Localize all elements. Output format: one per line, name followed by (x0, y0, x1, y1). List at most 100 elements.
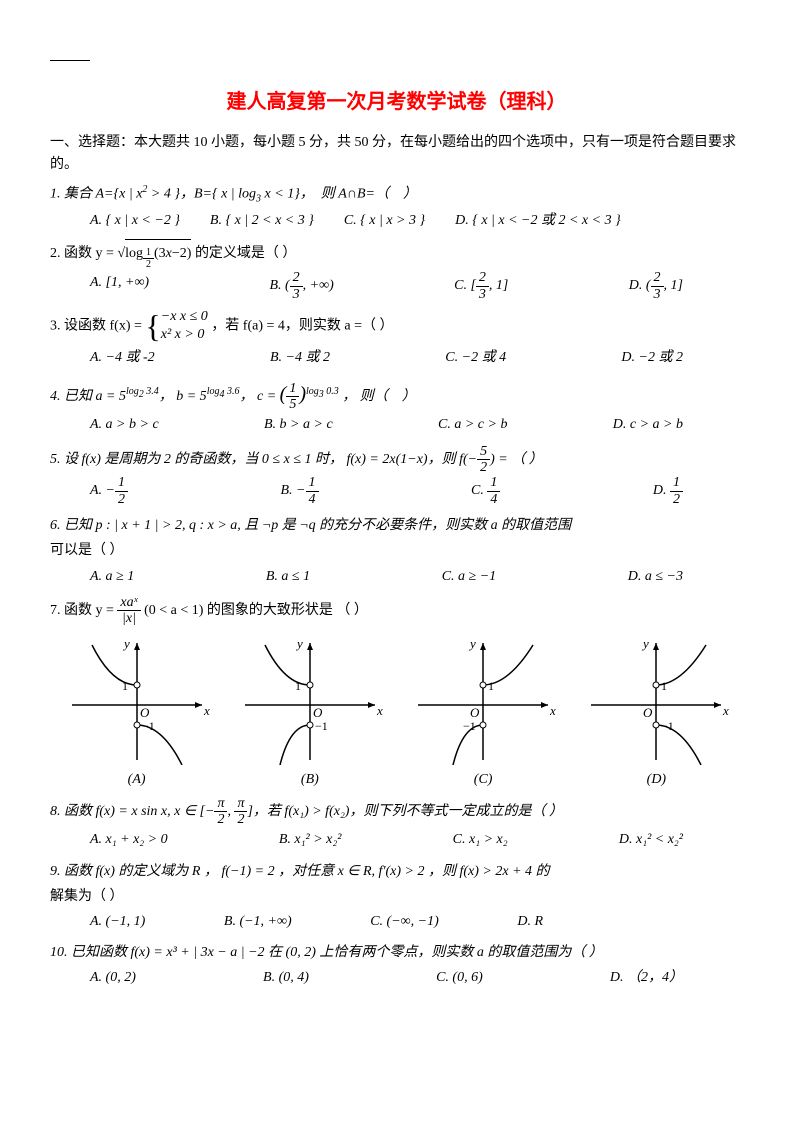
q8-options: A. x₁ + x₂ > 0 B. x₁² > x₂² C. x₁ > x₂ D… (50, 827, 743, 852)
q10-optB: B. (0, 4) (263, 965, 309, 990)
question-1: 1. 集合 A={x | x2 > 4 }，B={ x | log3 x < 1… (50, 181, 743, 234)
svg-text:1: 1 (488, 679, 494, 693)
q8-suffix: ]，若 f(x₁) > f(x₂)，则下列不等式一定成立的是（ ） (247, 804, 562, 819)
q3-options: A. −4 或 -2 B. −4 或 2 C. −2 或 4 D. −2 或 2 (50, 345, 743, 370)
q4-optC: C. a > c > b (438, 412, 507, 437)
question-4: 4. 已知 a = 5log2 3.4， b = 5log4 3.6， c = … (50, 376, 743, 438)
q8-text: 8. 函数 f(x) = x sin x, x ∈ [−π2, π2]，若 f(… (50, 796, 743, 828)
q3-optA: A. −4 或 -2 (90, 345, 155, 370)
q6-optA: A. a ≥ 1 (90, 564, 134, 589)
q4-text: 4. 已知 a = 5log2 3.4， b = 5log4 3.6， c = … (50, 376, 743, 413)
q5-optA: A. −12 (90, 475, 128, 507)
q8-optA: A. x₁ + x₂ > 0 (90, 827, 168, 852)
q5-prefix: 5. 设 f(x) 是周期为 2 的奇函数，当 0 ≤ x ≤ 1 时， f(x… (50, 452, 477, 467)
exam-title: 建人高复第一次月考数学试卷（理科） (50, 85, 743, 114)
q10-options: A. (0, 2) B. (0, 4) C. (0, 6) D. （2，4） (50, 965, 743, 990)
q10-optA: A. (0, 2) (90, 965, 136, 990)
svg-text:−1: −1 (463, 719, 476, 733)
svg-text:x: x (376, 703, 383, 718)
svg-text:1: 1 (661, 679, 667, 693)
q4-optB: B. b > a > c (264, 412, 333, 437)
q10-optD: D. （2，4） (610, 965, 683, 990)
svg-text:O: O (643, 705, 653, 720)
graph-A: x y O 1 −1 (62, 635, 212, 765)
q6-optC: C. a ≥ −1 (442, 564, 496, 589)
svg-text:−1: −1 (315, 719, 328, 733)
question-6: 6. 已知 p : | x + 1 | > 2, q : x > a, 且 ¬p… (50, 513, 743, 589)
q3-case1: −x x ≤ 0 (161, 308, 208, 326)
svg-text:O: O (140, 705, 150, 720)
q1-text: 1. 集合 A={x | x2 > 4 }，B={ x | log3 x < 1… (50, 181, 743, 208)
svg-text:y: y (122, 636, 130, 651)
q4-optA: A. a > b > c (90, 412, 159, 437)
q5-optC: C. 14 (471, 475, 500, 507)
q1-options: A. { x | x < −2 } B. { x | 2 < x < 3 } C… (50, 208, 743, 233)
question-7: 7. 函数 y = xaˣ|x| (0 < a < 1) 的图象的大致形状是 （… (50, 595, 743, 627)
q3-suffix: ，若 f(a) = 4，则实数 a =（ ） (211, 319, 393, 334)
svg-text:1: 1 (295, 679, 301, 693)
svg-text:y: y (641, 636, 649, 651)
svg-text:1: 1 (122, 679, 128, 693)
svg-text:−1: −1 (661, 719, 674, 733)
section-1-header: 一、选择题：本大题共 10 小题，每小题 5 分，共 50 分，在每小题给出的四… (50, 132, 743, 177)
question-5: 5. 设 f(x) 是周期为 2 的奇函数，当 0 ≤ x ≤ 1 时， f(x… (50, 444, 743, 508)
q3-case2: x² x > 0 (161, 326, 208, 344)
question-2: 2. 函数 y = √log12(3x−2) 的定义域是（ ） A. [1, +… (50, 239, 743, 302)
q5-options: A. −12 B. −14 C. 14 D. 12 (50, 475, 743, 507)
q2-prefix: 2. 函数 y = (50, 246, 117, 261)
page-top-rule (50, 60, 90, 61)
svg-text:x: x (203, 703, 210, 718)
q9-text1: 9. 函数 f(x) 的定义域为 R ， f(−1) = 2 ，对任意 x ∈ … (50, 859, 743, 884)
q9-optB: B. (−1, +∞) (224, 909, 292, 934)
q5-text: 5. 设 f(x) 是周期为 2 的奇函数，当 0 ≤ x ≤ 1 时， f(x… (50, 444, 743, 476)
graph-A-container: x y O 1 −1 (A) (62, 635, 212, 788)
q9-optC: C. (−∞, −1) (370, 909, 439, 934)
q2-optD: D. (23, 1] (629, 270, 683, 302)
q2-optB: B. (23, +∞) (269, 270, 333, 302)
q7-suffix: (0 < a < 1) 的图象的大致形状是 （ ） (144, 603, 368, 618)
q6-options: A. a ≥ 1 B. a ≤ 1 C. a ≥ −1 D. a ≤ −3 (50, 564, 743, 589)
q2-text: 2. 函数 y = √log12(3x−2) 的定义域是（ ） (50, 239, 743, 270)
question-3: 3. 设函数 f(x) = {−x x ≤ 0x² x > 0 ，若 f(a) … (50, 308, 743, 370)
q8-optB: B. x₁² > x₂² (279, 827, 342, 852)
svg-text:y: y (295, 636, 303, 651)
q3-optC: C. −2 或 4 (445, 345, 506, 370)
q7-graphs: x y O 1 −1 (A) x y O 1 −1 (B) (50, 635, 743, 788)
q8-prefix: 8. 函数 f(x) = x sin x, x ∈ [− (50, 804, 214, 819)
q1-optC: C. { x | x > 3 } (344, 208, 425, 233)
q9-text2: 解集为（ ） (50, 884, 743, 909)
q3-optB: B. −4 或 2 (270, 345, 330, 370)
graph-C-container: x y O 1 −1 (C) (408, 635, 558, 788)
q5-optD: D. 12 (653, 475, 683, 507)
q1-optD: D. { x | x < −2 或 2 < x < 3 } (455, 208, 621, 233)
q6-optD: D. a ≤ −3 (628, 564, 683, 589)
q7-num: xaˣ (117, 595, 140, 611)
q2-suffix: 的定义域是（ ） (195, 246, 297, 261)
q7-den: |x| (117, 611, 140, 626)
q10-optC: C. (0, 6) (436, 965, 483, 990)
sqrt-content: log12(3x−2) (125, 239, 191, 270)
q3-text: 3. 设函数 f(x) = {−x x ≤ 0x² x > 0 ，若 f(a) … (50, 308, 743, 344)
graph-D: x y O 1 −1 (581, 635, 731, 765)
q5-optB: B. −14 (281, 475, 319, 507)
graph-D-label: (D) (581, 772, 731, 788)
svg-text:x: x (722, 703, 729, 718)
svg-text:−1: −1 (142, 719, 155, 733)
q7-prefix: 7. 函数 y = (50, 603, 117, 618)
q6-text1: 6. 已知 p : | x + 1 | > 2, q : x > a, 且 ¬p… (50, 513, 743, 538)
svg-text:O: O (470, 705, 480, 720)
graph-C: x y O 1 −1 (408, 635, 558, 765)
question-8: 8. 函数 f(x) = x sin x, x ∈ [−π2, π2]，若 f(… (50, 796, 743, 853)
graph-C-label: (C) (408, 772, 558, 788)
q9-options: A. (−1, 1) B. (−1, +∞) C. (−∞, −1) D. R (50, 909, 743, 934)
q1-optB: B. { x | 2 < x < 3 } (210, 208, 314, 233)
graph-D-container: x y O 1 −1 (D) (581, 635, 731, 788)
svg-text:O: O (313, 705, 323, 720)
q8-optC: C. x₁ > x₂ (453, 827, 508, 852)
graph-B-container: x y O 1 −1 (B) (235, 635, 385, 788)
q8-optD: D. x₁² < x₂² (619, 827, 683, 852)
q5-suffix: ) = （ ） (490, 452, 543, 467)
q3-optD: D. −2 或 2 (621, 345, 683, 370)
q10-text: 10. 已知函数 f(x) = x³ + | 3x − a | −2 在 (0,… (50, 940, 743, 965)
q2-optC: C. [23, 1] (454, 270, 508, 302)
